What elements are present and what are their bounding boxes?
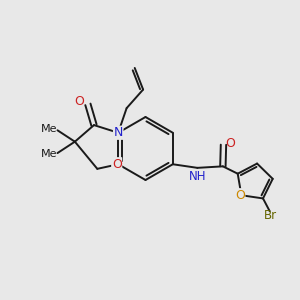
Text: O: O <box>75 95 84 109</box>
Text: O: O <box>112 158 122 171</box>
Text: N: N <box>113 126 123 139</box>
Text: O: O <box>235 189 245 202</box>
Text: NH: NH <box>189 170 207 183</box>
Text: Me: Me <box>41 149 57 159</box>
Text: Br: Br <box>264 209 278 222</box>
Text: Me: Me <box>41 124 57 134</box>
Text: O: O <box>225 137 235 150</box>
